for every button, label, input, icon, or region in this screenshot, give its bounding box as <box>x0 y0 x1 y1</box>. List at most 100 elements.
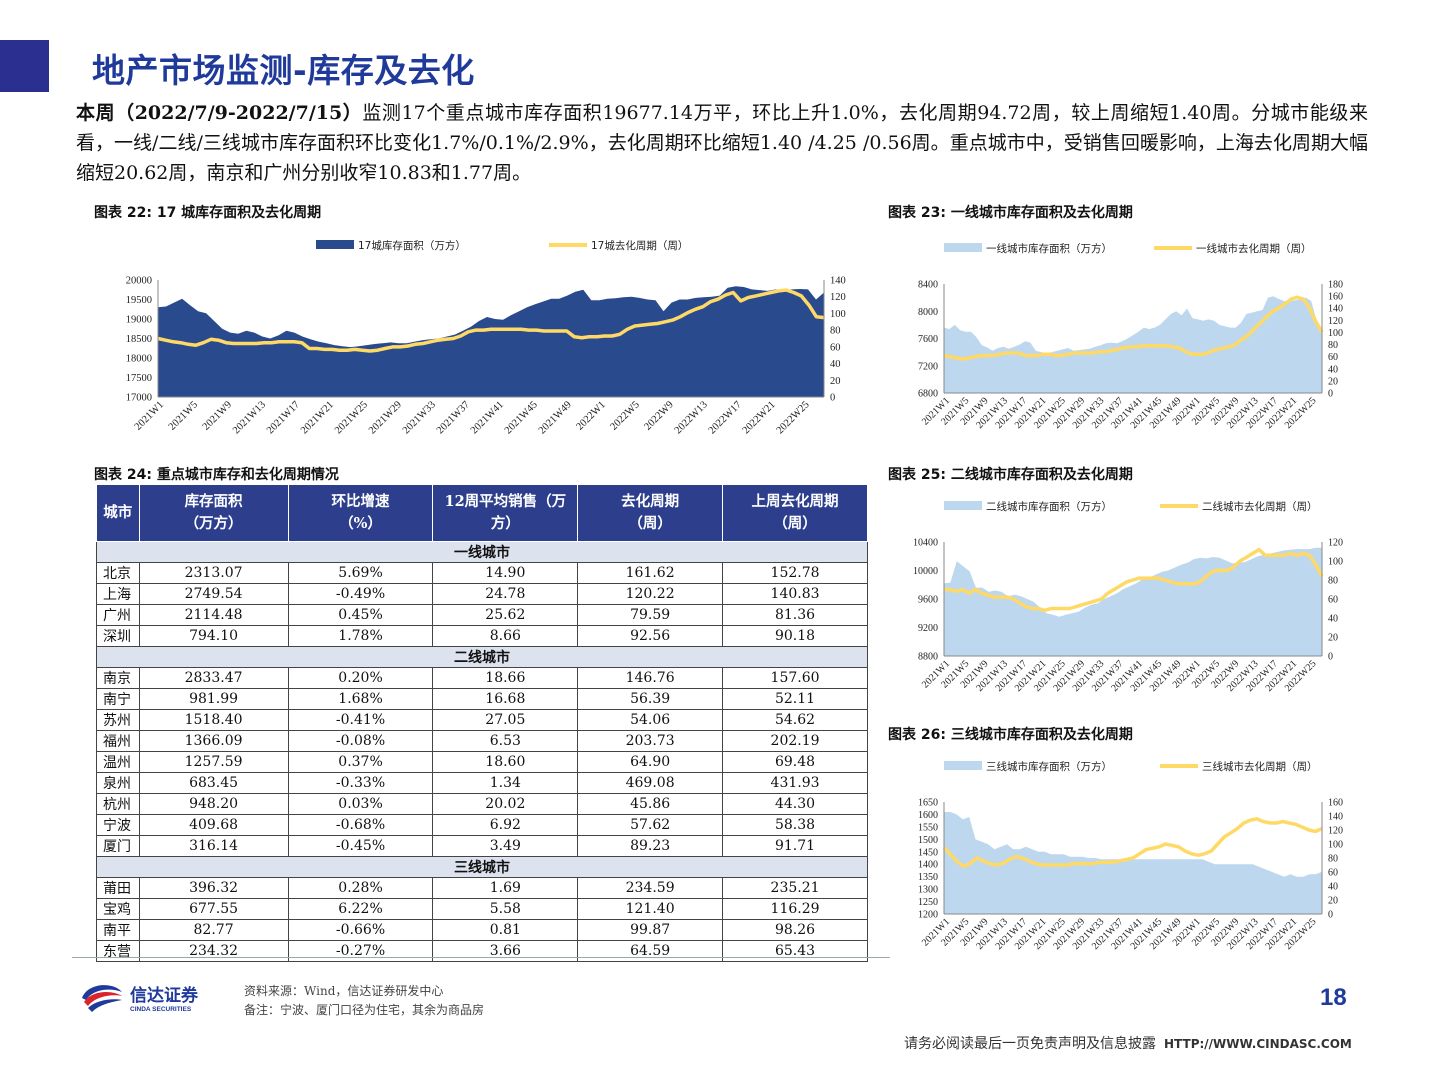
cell-city: 苏州 <box>96 709 140 731</box>
y-left-tick-label: 8000 <box>918 307 938 318</box>
y-right-tick-label: 80 <box>1328 576 1338 587</box>
y-right-tick-label: 60 <box>1328 595 1338 606</box>
cell-avg-sales: 5.58 <box>432 898 579 920</box>
cell-mom-growth: 0.20% <box>287 667 434 689</box>
y-right-tick-label: 80 <box>1328 854 1338 865</box>
table-row: 莆田 396.32 0.28% 1.69 234.59 235.21 <box>96 877 868 899</box>
y-right-tick-label: 180 <box>1328 280 1343 291</box>
y-right-tick-label: 40 <box>1328 882 1338 893</box>
cell-last-week-period: 157.60 <box>722 667 868 689</box>
y-right-tick-label: 100 <box>1328 840 1343 851</box>
x-tick-label: 2021W13 <box>231 399 268 436</box>
cell-mom-growth: 0.37% <box>287 751 434 773</box>
logo-en-text: CINDA SECURITIES <box>130 1006 192 1013</box>
cell-city: 深圳 <box>96 625 140 647</box>
y-left-tick-label: 18500 <box>126 334 152 345</box>
legend-line-item: 二线城市去化周期（周） <box>1160 500 1318 513</box>
x-tick-label: 2022W17 <box>707 399 744 436</box>
cell-city: 温州 <box>96 751 140 773</box>
fig24-caption: 图表 24: 重点城市库存和去化周期情况 <box>94 467 339 483</box>
cell-mom-growth: 0.03% <box>287 793 434 815</box>
cell-inventory: 2313.07 <box>138 562 289 584</box>
cell-avg-sales: 24.78 <box>432 583 579 605</box>
cell-inventory: 2749.54 <box>138 583 289 605</box>
cell-mom-growth: 1.78% <box>287 625 434 647</box>
table-row: 厦门 316.14 -0.45% 3.49 89.23 91.71 <box>96 835 868 857</box>
page-title: 地产市场监测-库存及去化 <box>92 51 475 90</box>
cell-last-week-period: 98.26 <box>722 919 868 941</box>
y-left-tick-label: 1250 <box>918 897 938 908</box>
chart-tier2-cities: 二线城市库存面积（万方） 二线城市去化周期（周） 8800 9200 9600 10000… <box>888 490 1348 710</box>
x-tick-label: 2021W41 <box>469 399 506 436</box>
x-tick-label: 2021W9 <box>201 399 234 432</box>
cell-avg-sales: 0.81 <box>432 919 579 941</box>
table-group-row: 二线城市 <box>96 646 868 668</box>
cell-last-week-period: 431.93 <box>722 772 868 794</box>
line-series <box>157 288 825 353</box>
cell-inventory: 2114.48 <box>138 604 289 626</box>
cell-mom-growth: -0.41% <box>287 709 434 731</box>
legend-line-label: 一线城市去化周期（周） <box>1196 242 1312 255</box>
legend-line-item: 一线城市去化周期（周） <box>1154 242 1312 255</box>
cell-inventory: 794.10 <box>138 625 289 647</box>
y-right-tick-label: 40 <box>830 359 841 370</box>
cell-city: 南平 <box>96 919 140 941</box>
cell-inventory: 948.20 <box>138 793 289 815</box>
y-left-tick-label: 8800 <box>918 652 938 663</box>
cell-avg-sales: 25.62 <box>432 604 579 626</box>
cell-mom-growth: -0.27% <box>287 940 434 962</box>
x-tick-label: 2021W37 <box>435 399 472 436</box>
y-left-tick-label: 17500 <box>126 373 152 384</box>
legend-area-item: 二线城市库存面积（万方） <box>944 500 1112 513</box>
cell-avg-sales: 1.69 <box>432 877 579 899</box>
legend-area-label: 三线城市库存面积（万方） <box>986 760 1112 773</box>
table-row: 泉州 683.45 -0.33% 1.34 469.08 431.93 <box>96 772 868 794</box>
x-tick-label: 2021W1 <box>133 399 166 432</box>
cell-city: 东营 <box>96 940 140 962</box>
area-series <box>944 547 1322 656</box>
cinda-logo: 信达证券 CINDA SECURITIES <box>78 980 228 1020</box>
table-row: 温州 1257.59 0.37% 18.60 64.90 69.48 <box>96 751 868 773</box>
y-left-tick-label: 1650 <box>918 798 938 809</box>
cell-inventory: 234.32 <box>138 940 289 962</box>
y-right-tick-label: 0 <box>1328 652 1333 663</box>
cell-avg-sales: 16.68 <box>432 688 579 710</box>
y-right-tick-label: 120 <box>1328 316 1343 327</box>
cell-city: 杭州 <box>96 793 140 815</box>
cell-inventory: 2833.47 <box>138 667 289 689</box>
cell-last-week-period: 152.78 <box>722 562 868 584</box>
cell-last-week-period: 90.18 <box>722 625 868 647</box>
header-mom-growth: 环比增速 （%） <box>287 484 434 542</box>
cell-mom-growth: 0.45% <box>287 604 434 626</box>
website-link[interactable]: HTTP://WWW.CINDASC.COM <box>1164 1037 1352 1051</box>
table-row: 东营 234.32 -0.27% 3.66 64.59 65.43 <box>96 940 868 962</box>
table-row: 杭州 948.20 0.03% 20.02 45.86 44.30 <box>96 793 868 815</box>
y-left-tick-label: 9600 <box>918 595 938 606</box>
header-destock-period: 去化周期 （周） <box>577 484 724 542</box>
area-series <box>944 812 1322 914</box>
cinda-logo-icon <box>82 985 122 1012</box>
chart-17-cities: 17城库存面积（万方） 17城去化周期（周） 17000 17500 18000 1850… <box>94 230 874 455</box>
y-right-tick-label: 120 <box>1328 826 1343 837</box>
cell-mom-growth: -0.08% <box>287 730 434 752</box>
x-tick-label: 2022W5 <box>608 399 641 432</box>
cell-avg-sales: 20.02 <box>432 793 579 815</box>
summary-text: 监测17个重点城市库存面积19677.14万平，环比上升1.0%，去化周期94.… <box>76 102 1368 184</box>
table-row: 宁波 409.68 -0.68% 6.92 57.62 58.38 <box>96 814 868 836</box>
cell-destock-period: 56.39 <box>577 688 724 710</box>
y-left-tick-label: 7200 <box>918 361 938 372</box>
table-row: 深圳 794.10 1.78% 8.66 92.56 90.18 <box>96 625 868 647</box>
cell-mom-growth: -0.33% <box>287 772 434 794</box>
legend-line-label: 二线城市去化周期（周） <box>1202 500 1318 513</box>
y-right-tick-label: 0 <box>1328 389 1333 400</box>
cell-inventory: 1257.59 <box>138 751 289 773</box>
y-left-tick-label: 1300 <box>918 885 938 896</box>
table-row: 上海 2749.54 -0.49% 24.78 120.22 140.83 <box>96 583 868 605</box>
cell-mom-growth: 1.68% <box>287 688 434 710</box>
table-row: 广州 2114.48 0.45% 25.62 79.59 81.36 <box>96 604 868 626</box>
legend-area-label: 一线城市库存面积（万方） <box>986 242 1112 255</box>
header-12w-avg-sales: 12周平均销售（万 方） <box>432 484 579 542</box>
chart-tier3-cities: 三线城市库存面积（万方） 三线城市去化周期（周） 1200 1250 1300 1350 1… <box>888 750 1348 960</box>
cell-last-week-period: 140.83 <box>722 583 868 605</box>
legend-area-label: 17城库存面积（万方） <box>358 239 466 252</box>
